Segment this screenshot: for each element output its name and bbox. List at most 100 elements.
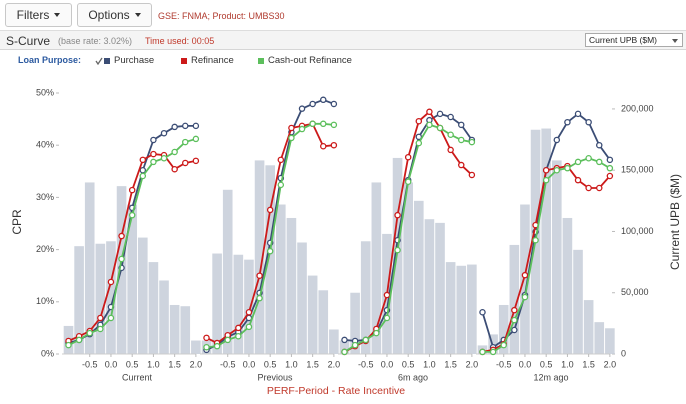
options-button[interactable]: Options bbox=[77, 3, 152, 27]
series-marker bbox=[521, 271, 529, 279]
y-tick-label: 0% bbox=[41, 348, 54, 358]
x-tick-label: 0.0 bbox=[381, 359, 394, 369]
upb-bar bbox=[169, 304, 180, 354]
series-marker bbox=[341, 336, 348, 344]
upb-bar bbox=[74, 246, 84, 354]
upb-bar bbox=[371, 182, 382, 354]
series-marker bbox=[160, 154, 168, 162]
series-marker bbox=[171, 165, 178, 173]
series-marker bbox=[436, 124, 444, 132]
series-marker bbox=[606, 172, 614, 180]
x-tick-label: 1.0 bbox=[147, 359, 160, 369]
series-marker bbox=[139, 172, 147, 180]
filters-button[interactable]: Filters bbox=[5, 3, 72, 27]
upb-bar bbox=[509, 244, 520, 354]
upb-bar bbox=[297, 242, 307, 354]
legend-label: Purchase bbox=[114, 55, 155, 66]
series-marker bbox=[468, 138, 476, 146]
panel-label: Previous bbox=[257, 372, 293, 382]
series-marker bbox=[139, 167, 147, 174]
y2-tick-label: 50,000 bbox=[621, 287, 649, 297]
series-marker bbox=[118, 232, 125, 240]
x-tick-label: 2.0 bbox=[466, 359, 479, 369]
upb-bar bbox=[329, 329, 339, 354]
series-marker bbox=[468, 171, 476, 179]
series-marker bbox=[65, 341, 72, 349]
legend-item[interactable]: Cash-out Refinance bbox=[258, 55, 352, 66]
time-used: Time used: 00:05 bbox=[145, 36, 215, 46]
series-marker bbox=[320, 120, 327, 128]
upb-bar bbox=[318, 290, 329, 354]
series-marker bbox=[404, 178, 412, 185]
upb-bar bbox=[233, 254, 244, 354]
upb-bar bbox=[360, 241, 371, 354]
upb-bar bbox=[286, 217, 297, 354]
x-tick-label: 1.5 bbox=[306, 359, 319, 369]
series-marker bbox=[97, 325, 104, 333]
y2-tick-label: 150,000 bbox=[621, 165, 654, 175]
legend-item[interactable]: Refinance bbox=[181, 55, 234, 66]
series-marker bbox=[171, 148, 178, 156]
series-marker bbox=[128, 211, 136, 219]
series-marker bbox=[341, 348, 348, 356]
x-tick-label: -0.5 bbox=[82, 359, 98, 369]
upb-bar bbox=[222, 189, 233, 354]
series-marker bbox=[373, 329, 380, 337]
series-marker bbox=[107, 314, 115, 322]
series-marker bbox=[192, 157, 200, 165]
x-tick-label: 1.5 bbox=[444, 359, 457, 369]
series-marker bbox=[511, 306, 518, 314]
series-marker bbox=[394, 211, 401, 219]
upb-bar bbox=[275, 204, 286, 354]
legend-item[interactable]: Purchase bbox=[104, 55, 154, 66]
series-marker bbox=[521, 293, 529, 301]
y2-tick-label: 100,000 bbox=[621, 226, 654, 236]
caret bbox=[54, 13, 61, 17]
series-marker bbox=[97, 314, 104, 322]
context-text: GSE: FNMA; Product: UMBS30 bbox=[158, 11, 285, 21]
upb-bar bbox=[583, 300, 594, 354]
series-marker bbox=[235, 324, 242, 332]
x-tick-label: 0.5 bbox=[402, 359, 415, 369]
x-axis-label: PERF-Period - Rate Incentive bbox=[267, 385, 405, 397]
series-marker bbox=[320, 142, 327, 150]
series-marker bbox=[245, 308, 253, 316]
series-marker bbox=[404, 153, 412, 161]
x-tick-label: 1.0 bbox=[423, 359, 436, 369]
series-marker bbox=[182, 159, 189, 167]
upb-bar bbox=[159, 280, 169, 354]
upb-bar bbox=[594, 322, 605, 354]
upb-bar bbox=[350, 292, 360, 354]
series-marker bbox=[542, 167, 550, 174]
series-marker bbox=[553, 167, 561, 174]
legend-label: Cash-out Refinance bbox=[268, 55, 352, 66]
series-marker bbox=[330, 121, 338, 129]
series-marker bbox=[277, 156, 285, 164]
series-marker bbox=[606, 164, 614, 172]
series-marker bbox=[192, 122, 200, 130]
series-marker bbox=[330, 100, 338, 108]
series-marker bbox=[330, 141, 338, 149]
header-bar: S-Curve (base rate: 3.02%) Time used: 00… bbox=[0, 30, 686, 50]
series-marker bbox=[320, 96, 327, 104]
series-marker bbox=[500, 341, 507, 349]
series-marker bbox=[574, 110, 582, 118]
upb-bar bbox=[467, 264, 477, 354]
x-tick-label: -0.5 bbox=[220, 359, 236, 369]
upb-bar bbox=[445, 262, 456, 354]
y-tick-label: 50% bbox=[36, 87, 54, 97]
series-marker bbox=[415, 139, 423, 147]
series-marker bbox=[383, 314, 391, 322]
series-marker bbox=[574, 158, 582, 166]
upb-bar bbox=[551, 160, 562, 354]
x-tick-label: 0.0 bbox=[519, 359, 532, 369]
series-marker bbox=[266, 206, 274, 214]
filters-label: Filters bbox=[16, 8, 50, 22]
metric-dropdown[interactable]: Current UPB ($M) bbox=[585, 33, 683, 47]
series-marker bbox=[564, 164, 571, 172]
series-marker bbox=[436, 110, 444, 118]
y2-axis-label: Current UPB ($M) bbox=[668, 174, 682, 270]
upb-bar bbox=[562, 217, 573, 354]
series-marker bbox=[150, 158, 157, 166]
